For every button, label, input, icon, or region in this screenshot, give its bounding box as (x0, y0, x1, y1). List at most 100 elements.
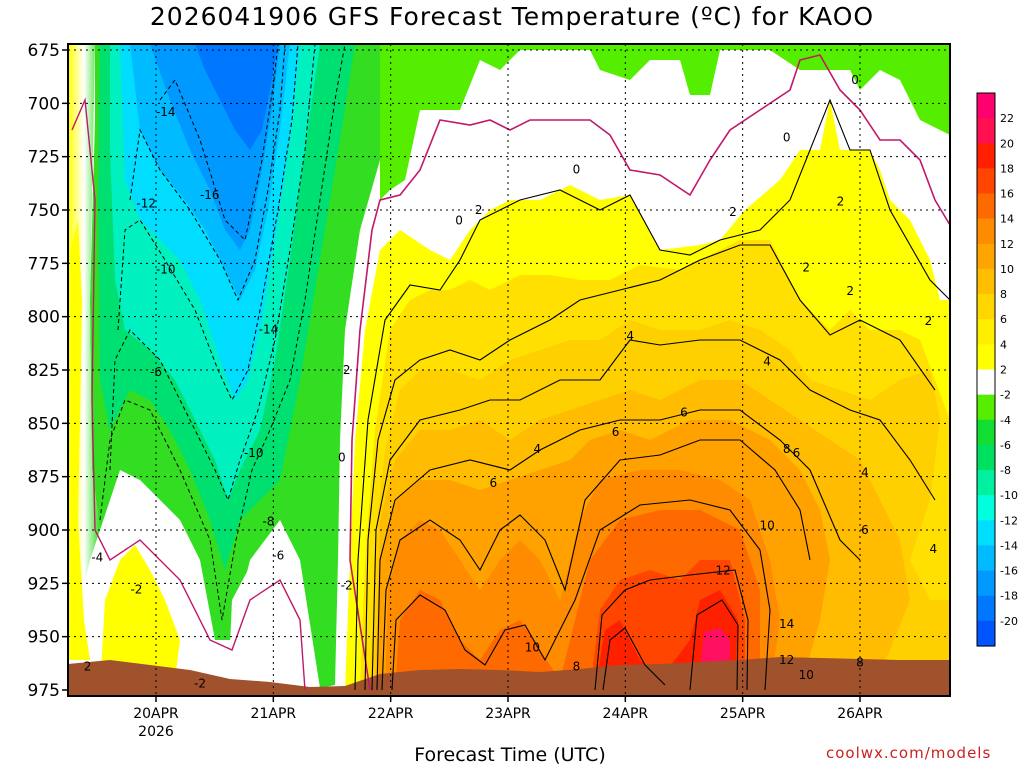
colorbar-swatch (977, 570, 995, 597)
contour-label: 2 (84, 660, 92, 674)
x-tick-label: 25APR (720, 706, 766, 722)
y-tick-label: 875 (28, 468, 60, 488)
chart-title: 2026041906 GFS Forecast Temperature (ºC)… (149, 2, 875, 31)
contour-label: 12 (715, 564, 730, 578)
colorbar-swatch (977, 545, 995, 572)
colorbar-label: 10 (1000, 263, 1014, 276)
colorbar-label: -18 (1000, 590, 1018, 603)
field-cold-minus18 (195, 44, 278, 150)
contour-label: -10 (156, 263, 176, 277)
contour-label: 10 (525, 640, 540, 654)
y-tick-label: 900 (28, 521, 60, 541)
temperature-field (68, 44, 950, 696)
contour-label: 2 (343, 363, 351, 377)
terrain (68, 657, 950, 696)
contour-label: 2 (802, 261, 810, 275)
contour-black-4 (364, 244, 936, 691)
colorbar-swatch (977, 444, 995, 471)
contour-label: -14 (259, 322, 279, 336)
contour-dashed-b (109, 44, 316, 502)
colorbar-swatch (977, 520, 995, 547)
field-upper-green (380, 44, 950, 200)
colorbar-swatch (977, 344, 995, 371)
contour-label: 4 (861, 465, 869, 479)
x-tick-label: 21APR (251, 706, 297, 722)
gridlines (68, 44, 950, 696)
contour-label: 12 (779, 653, 794, 667)
colorbar-swatch (977, 268, 995, 295)
colorbar-label: -12 (1000, 514, 1018, 527)
colorbar-label: 20 (1000, 137, 1014, 150)
colorbar: -20 -18 -16 -14 -12 -10 -8 -6 -4 -2 2 4 6 8 10 12 14 16 18… (976, 92, 1018, 647)
colorbar-label: 14 (1000, 213, 1014, 226)
y-axis: 675 700 725 750 775 800 825 850 875 900 925 950 975 (28, 41, 68, 701)
colorbar-swatch (977, 369, 995, 396)
contour-label: 4 (534, 442, 542, 456)
contour-label: 8 (783, 442, 791, 456)
colorbar-swatch (977, 595, 995, 622)
colorbar-label: -4 (1000, 414, 1011, 427)
contour-label: 8 (573, 660, 581, 674)
contour-label: 2 (729, 205, 737, 219)
credit-link[interactable]: coolwx.com/models (826, 744, 992, 762)
contour-label: -2 (341, 578, 353, 592)
contour-black-6 (371, 339, 936, 691)
colorbar-label: -2 (1000, 389, 1011, 402)
contour-dashed-c (117, 44, 299, 402)
x-axis: 20APR 2026 21APR 22APR 23APR 24APR 25APR 26APR (133, 696, 883, 740)
colorbar-swatch (977, 118, 995, 144)
contour-label: 6 (680, 406, 688, 420)
y-tick-label: 825 (28, 361, 60, 381)
y-tick-label: 950 (28, 628, 60, 648)
colorbar-frame (976, 92, 996, 647)
colorbar-swatch (977, 495, 995, 521)
colorbar-label: 2 (1000, 364, 1007, 377)
contour-label: 6 (861, 523, 869, 537)
colorbar-label: 22 (1000, 112, 1014, 125)
contour-label: 0 (338, 450, 346, 464)
contour-label: -4 (91, 551, 103, 565)
contour-black-10 (381, 439, 811, 691)
colorbar-swatch (977, 294, 995, 320)
colorbar-label: 8 (1000, 288, 1007, 301)
colorbar-swatch (977, 168, 995, 195)
y-tick-label: 975 (28, 681, 60, 701)
colorbar-label: 16 (1000, 188, 1014, 201)
colorbar-swatch (977, 419, 995, 446)
contour-label: 6 (490, 476, 498, 490)
colorbar-swatch (977, 319, 995, 345)
contour-label: 0 (851, 73, 859, 87)
colorbar-swatch (977, 143, 995, 170)
contour-label: -10 (244, 446, 264, 460)
contour-black-8 (376, 409, 861, 691)
colorbar-swatch (977, 93, 995, 119)
colorbar-label: 12 (1000, 238, 1014, 251)
contour-label: 8 (856, 655, 864, 669)
colorbar-swatch (977, 193, 995, 220)
contour-dashed-d (129, 44, 286, 302)
contour-label: -16 (200, 188, 220, 202)
contour-label: 4 (626, 329, 634, 343)
x-tick-sublabel: 2026 (138, 724, 174, 740)
contour-labels: -14-16-12-10-14-6-10-8-6-4-2-2-220200200… (84, 73, 937, 691)
contour-label: -2 (194, 677, 206, 691)
contour-label: 10 (759, 519, 774, 533)
contour-label: 10 (799, 668, 814, 682)
contour-label: 0 (783, 130, 791, 144)
contour-label: 0 (455, 214, 463, 228)
contour-label: 4 (763, 354, 771, 368)
colorbar-label: -8 (1000, 464, 1011, 477)
contour-label: 2 (846, 284, 854, 298)
field-left-yellow (68, 220, 90, 660)
y-tick-label: 800 (28, 308, 60, 328)
colorbar-label: -16 (1000, 565, 1018, 578)
field-pocket-1 (100, 545, 180, 690)
colorbar-label: 6 (1000, 313, 1007, 326)
contour-label: -8 (262, 514, 274, 528)
colorbar-label: 4 (1000, 338, 1007, 351)
zero-contour-left (71, 97, 306, 691)
contour-label: 2 (925, 314, 933, 328)
contour-black-16 (594, 569, 749, 691)
colorbar-swatch (977, 470, 995, 496)
